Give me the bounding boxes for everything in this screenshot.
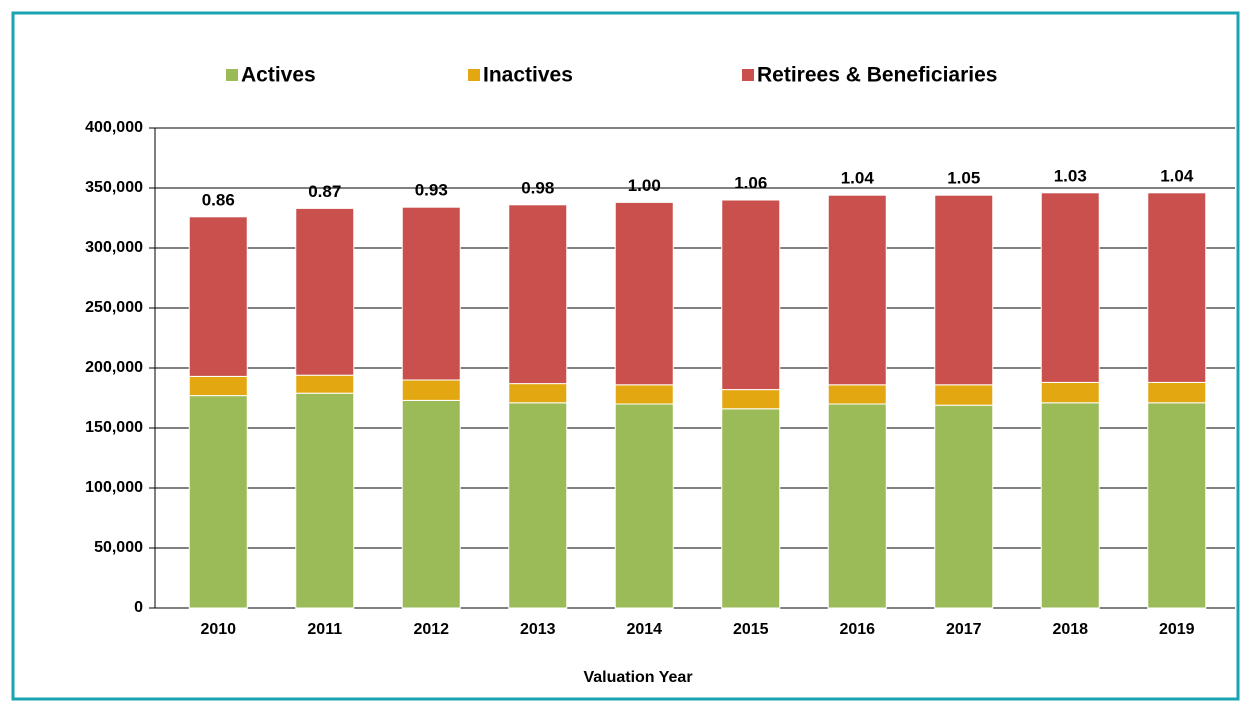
x-tick-label: 2012 <box>413 621 449 638</box>
bar-segment <box>508 402 568 609</box>
ratio-label: 0.86 <box>202 190 235 209</box>
bar-segment <box>827 194 887 386</box>
bar-segment <box>1040 381 1100 404</box>
x-tick-label: 2016 <box>839 621 875 638</box>
bar-segment <box>508 204 568 385</box>
bar-segment <box>295 374 355 394</box>
legend-swatch <box>468 69 480 81</box>
bar-segment <box>188 375 248 397</box>
y-tick-label: 200,000 <box>85 359 143 376</box>
bar-segment <box>188 216 248 377</box>
ratio-label: 0.98 <box>521 178 554 197</box>
bar-segment <box>401 399 461 609</box>
ratio-label: 1.00 <box>628 176 661 195</box>
y-tick-label: 350,000 <box>85 179 143 196</box>
x-tick-label: 2010 <box>200 621 236 638</box>
x-tick-label: 2017 <box>946 621 982 638</box>
bar-segment <box>295 207 355 376</box>
bar-segment <box>1040 402 1100 609</box>
y-tick-label: 150,000 <box>85 419 143 436</box>
ratio-label: 1.04 <box>841 169 875 188</box>
bar-segment <box>934 384 994 406</box>
bar-segment <box>827 384 887 405</box>
ratio-label: 0.93 <box>415 181 448 200</box>
legend-label: Actives <box>241 64 316 87</box>
x-tick-label: 2013 <box>520 621 556 638</box>
y-tick-label: 250,000 <box>85 299 143 316</box>
y-tick-label: 50,000 <box>94 539 143 556</box>
legend-swatch <box>742 69 754 81</box>
x-tick-label: 2019 <box>1159 621 1195 638</box>
x-tick-label: 2018 <box>1052 621 1088 638</box>
ratio-label: 1.03 <box>1054 166 1087 185</box>
bar-segment <box>614 201 674 386</box>
x-tick-label: 2014 <box>626 621 662 638</box>
x-tick-label: 2015 <box>733 621 769 638</box>
bar-segment <box>934 194 994 386</box>
x-tick-label: 2011 <box>307 621 342 638</box>
y-tick-label: 0 <box>134 599 143 616</box>
bar-segment <box>721 408 781 609</box>
x-axis-title: Valuation Year <box>583 669 692 686</box>
bar-segment <box>1147 402 1207 609</box>
ratio-label: 1.04 <box>1160 166 1194 185</box>
ratio-label: 1.05 <box>947 169 980 188</box>
legend-swatch <box>226 69 238 81</box>
y-tick-label: 300,000 <box>85 239 143 256</box>
bar-segment <box>721 389 781 410</box>
ratio-label: 1.06 <box>734 173 767 192</box>
ratio-label: 0.87 <box>308 182 341 201</box>
bar-segment <box>614 384 674 405</box>
bar-segment <box>188 395 248 609</box>
bar-segment <box>508 383 568 404</box>
bar-segment <box>614 403 674 609</box>
y-tick-label: 100,000 <box>85 479 143 496</box>
legend-label: Retirees & Beneficiaries <box>757 64 997 87</box>
bar-segment <box>401 206 461 381</box>
bar-segment <box>1147 192 1207 383</box>
bar-segment <box>1147 381 1207 404</box>
legend-label: Inactives <box>483 64 573 87</box>
bar-segment <box>721 199 781 391</box>
bar-segment <box>401 379 461 401</box>
bar-segment <box>934 404 994 609</box>
bar-segment <box>1040 192 1100 383</box>
bar-segment <box>295 392 355 609</box>
bar-segment <box>827 403 887 609</box>
y-tick-label: 400,000 <box>85 119 143 136</box>
